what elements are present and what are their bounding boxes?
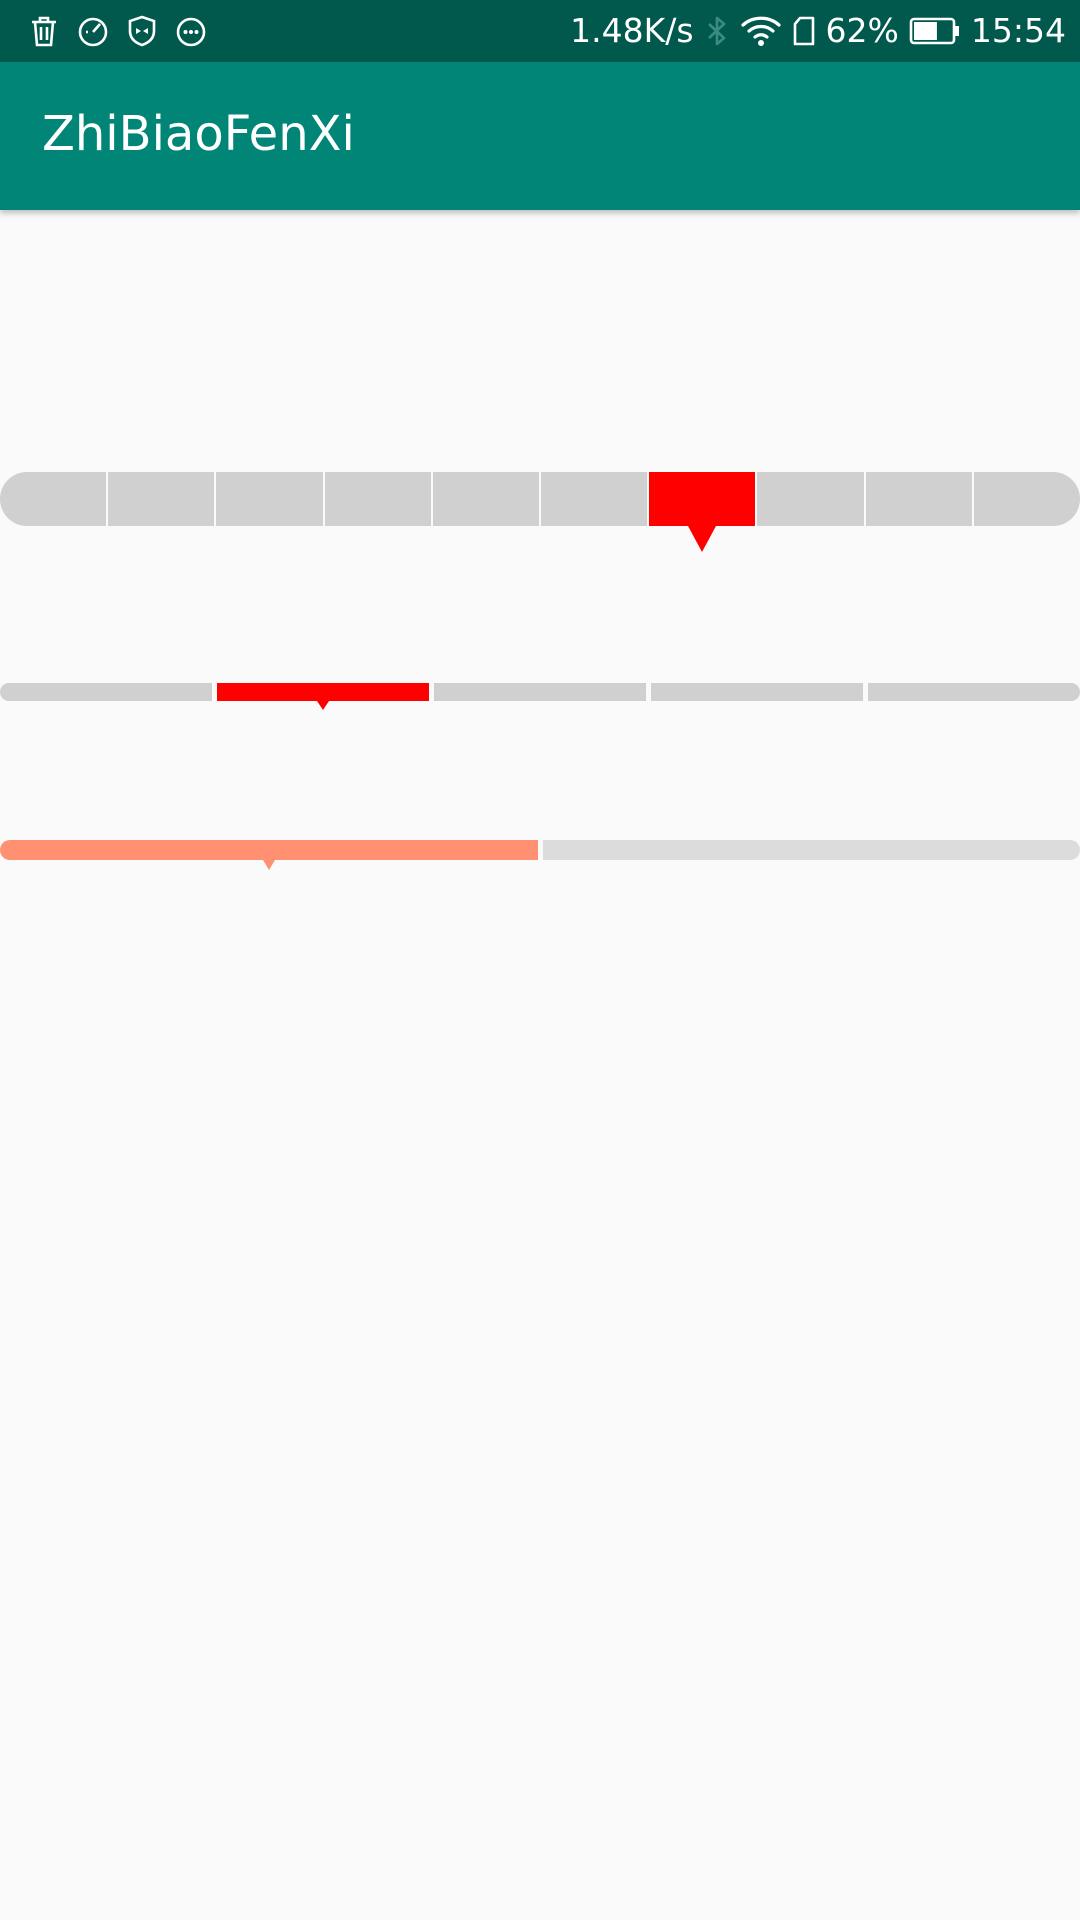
indicator-segment [432, 472, 539, 526]
indicator-pointer [262, 860, 275, 870]
indicator-segment [324, 472, 431, 526]
indicator-segment [651, 683, 863, 701]
indicator-segments [0, 840, 1080, 860]
battery-icon [909, 16, 961, 46]
notification-icons [26, 12, 209, 50]
indicator-segment [542, 840, 1080, 860]
indicator-segment [216, 472, 323, 526]
indicator-segment [434, 683, 646, 701]
indicator-segment [868, 683, 1080, 701]
indicator-bar-two-levels [0, 840, 1080, 870]
status-bar: 1.48K/s 62% 15:54 [0, 0, 1080, 62]
indicator-bar-ten-levels [0, 472, 1080, 552]
indicator-segment [0, 472, 107, 526]
shield-icon [124, 13, 160, 49]
indicator-pointer [688, 526, 717, 552]
trash-icon [26, 13, 62, 49]
indicator-segment [0, 683, 212, 701]
indicator-segment-active [217, 683, 429, 701]
speedometer-icon [75, 13, 111, 49]
indicator-segment-active [649, 472, 756, 526]
battery-level-fill [913, 22, 937, 40]
indicator-bar-five-levels [0, 683, 1080, 710]
network-speed: 1.48K/s [570, 11, 694, 50]
indicator-segment [865, 472, 972, 526]
system-status: 1.48K/s 62% 15:54 [570, 0, 1066, 62]
indicator-segment [757, 472, 864, 526]
app-title: ZhiBiaoFenXi [42, 106, 355, 162]
indicator-pointer [317, 701, 329, 710]
indicator-segment [973, 472, 1080, 526]
bluetooth-icon [704, 14, 730, 48]
more-horiz-icon [173, 13, 209, 49]
indicator-segments [0, 683, 1080, 701]
app-bar: ZhiBiaoFenXi [0, 62, 1080, 210]
indicator-segments [0, 472, 1080, 526]
indicator-segment-active [0, 840, 538, 860]
indicator-segment [108, 472, 215, 526]
sim-card-icon [792, 16, 816, 46]
wifi-icon [740, 14, 782, 48]
indicator-segment [540, 472, 648, 526]
clock: 15:54 [970, 11, 1066, 50]
battery-percent: 62% [825, 11, 899, 50]
